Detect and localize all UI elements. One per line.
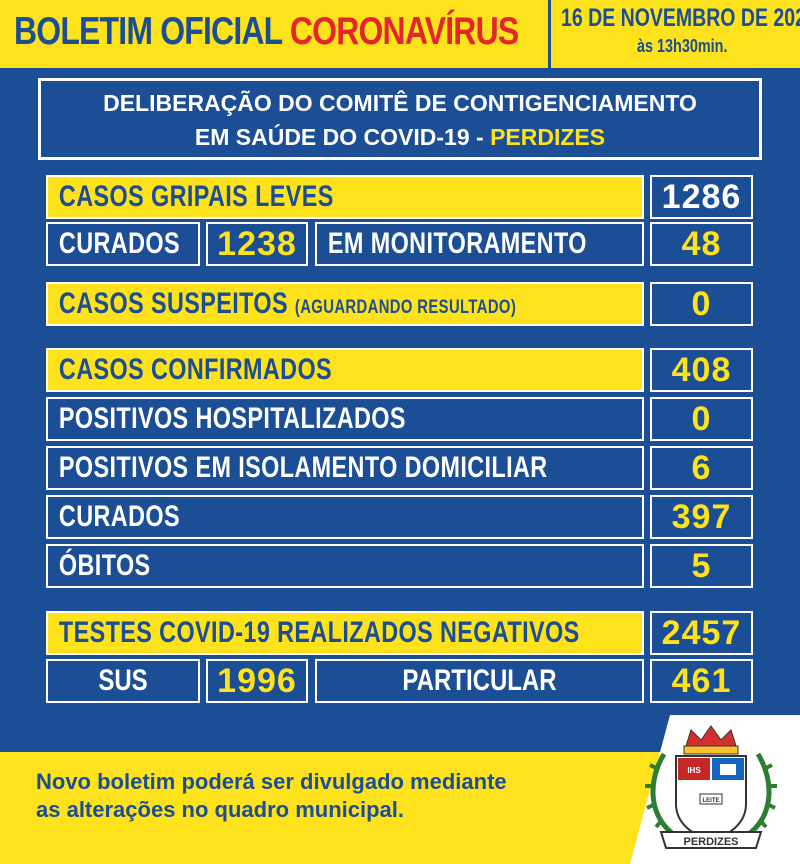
header-bar: BOLETIM OFICIAL CORONAVÍRUS 16 DE NOVEMB…	[0, 0, 800, 68]
gripais-curados-label-box: CURADOS	[46, 222, 200, 266]
deliberation-box: DELIBERAÇÃO DO COMITÊ DE CONTIGENCIAMENT…	[38, 78, 762, 160]
crest-banner-text: PERDIZES	[683, 836, 738, 848]
confirmados-curados-value: 397	[671, 497, 732, 536]
monitoramento-label: EM MONITORAMENTO	[327, 227, 587, 260]
footer-line2: as alterações no quadro municipal.	[36, 797, 404, 822]
gripais-curados-value-box: 1238	[206, 222, 308, 266]
gripais-curados-label: CURADOS	[58, 227, 180, 260]
footer-line1: Novo boletim poderá ser divulgado median…	[36, 769, 507, 794]
isolamento-value: 6	[691, 448, 712, 487]
city-name: PERDIZES	[490, 124, 606, 150]
bulletin-date: 16 DE NOVEMBRO DE 2020	[561, 4, 800, 32]
hospitalizados-value: 0	[691, 399, 712, 438]
sus-value: 1996	[217, 661, 297, 700]
testes-value: 2457	[661, 613, 742, 652]
obitos-value: 5	[691, 546, 712, 585]
testes-value-box: 2457	[650, 611, 753, 655]
suspeitos-value-box: 0	[650, 282, 753, 326]
gripais-label: CASOS GRIPAIS LEVES	[58, 180, 334, 213]
isolamento-value-box: 6	[650, 446, 753, 490]
confirmados-label-box: CASOS CONFIRMADOS	[46, 348, 644, 392]
gripais-curados-value: 1238	[217, 224, 297, 263]
footer-note: Novo boletim poderá ser divulgado median…	[36, 768, 507, 824]
particular-value-box: 461	[650, 659, 753, 703]
hospitalizados-value-box: 0	[650, 397, 753, 441]
isolamento-label-box: POSITIVOS EM ISOLAMENTO DOMICILIAR	[46, 446, 644, 490]
testes-label-box: TESTES COVID-19 REALIZADOS NEGATIVOS	[46, 611, 644, 655]
particular-label-box: PARTICULAR	[315, 659, 644, 703]
hospitalizados-label: POSITIVOS HOSPITALIZADOS	[58, 402, 406, 435]
confirmados-value: 408	[671, 350, 732, 389]
obitos-value-box: 5	[650, 544, 753, 588]
confirmados-curados-label: CURADOS	[58, 500, 180, 533]
title-highlight: CORONAVÍRUS	[289, 10, 519, 53]
bulletin-title: BOLETIM OFICIAL CORONAVÍRUS	[14, 10, 519, 53]
crest-shield-text: IHS	[687, 766, 701, 775]
sus-label: SUS	[98, 664, 148, 697]
city-crest-icon: IHS LEITE PERDIZES	[645, 725, 777, 849]
suspeitos-value: 0	[691, 284, 712, 323]
confirmados-value-box: 408	[650, 348, 753, 392]
monitoramento-value: 48	[681, 224, 722, 263]
monitoramento-label-box: EM MONITORAMENTO	[315, 222, 644, 266]
date-box: 16 DE NOVEMBRO DE 2020 às 13h30min.	[548, 0, 800, 68]
suspeitos-label: CASOS SUSPEITOS (AGUARDANDO RESULTADO)	[58, 287, 517, 320]
suspeitos-label-box: CASOS SUSPEITOS (AGUARDANDO RESULTADO)	[46, 282, 644, 326]
confirmados-curados-value-box: 397	[650, 495, 753, 539]
obitos-label: ÓBITOS	[58, 549, 151, 582]
testes-label: TESTES COVID-19 REALIZADOS NEGATIVOS	[58, 616, 580, 649]
gripais-value: 1286	[661, 177, 742, 216]
isolamento-label: POSITIVOS EM ISOLAMENTO DOMICILIAR	[58, 451, 548, 484]
monitoramento-value-box: 48	[650, 222, 753, 266]
hospitalizados-label-box: POSITIVOS HOSPITALIZADOS	[46, 397, 644, 441]
obitos-label-box: ÓBITOS	[46, 544, 644, 588]
gripais-value-box: 1286	[650, 175, 753, 219]
sus-label-box: SUS	[46, 659, 200, 703]
gripais-label-box: CASOS GRIPAIS LEVES	[46, 175, 644, 219]
confirmados-curados-label-box: CURADOS	[46, 495, 644, 539]
particular-label: PARTICULAR	[402, 664, 557, 697]
deliberation-line2: EM SAÚDE DO COVID-19 - PERDIZES	[194, 124, 606, 150]
suspeitos-note: (AGUARDANDO RESULTADO)	[294, 297, 517, 318]
confirmados-label: CASOS CONFIRMADOS	[58, 353, 333, 386]
crest-plaque-text: LEITE	[702, 798, 719, 804]
bulletin-time: às 13h30min.	[637, 36, 728, 56]
deliberation-line1: DELIBERAÇÃO DO COMITÊ DE CONTIGENCIAMENT…	[103, 90, 697, 116]
sus-value-box: 1996	[206, 659, 308, 703]
particular-value: 461	[671, 661, 732, 700]
